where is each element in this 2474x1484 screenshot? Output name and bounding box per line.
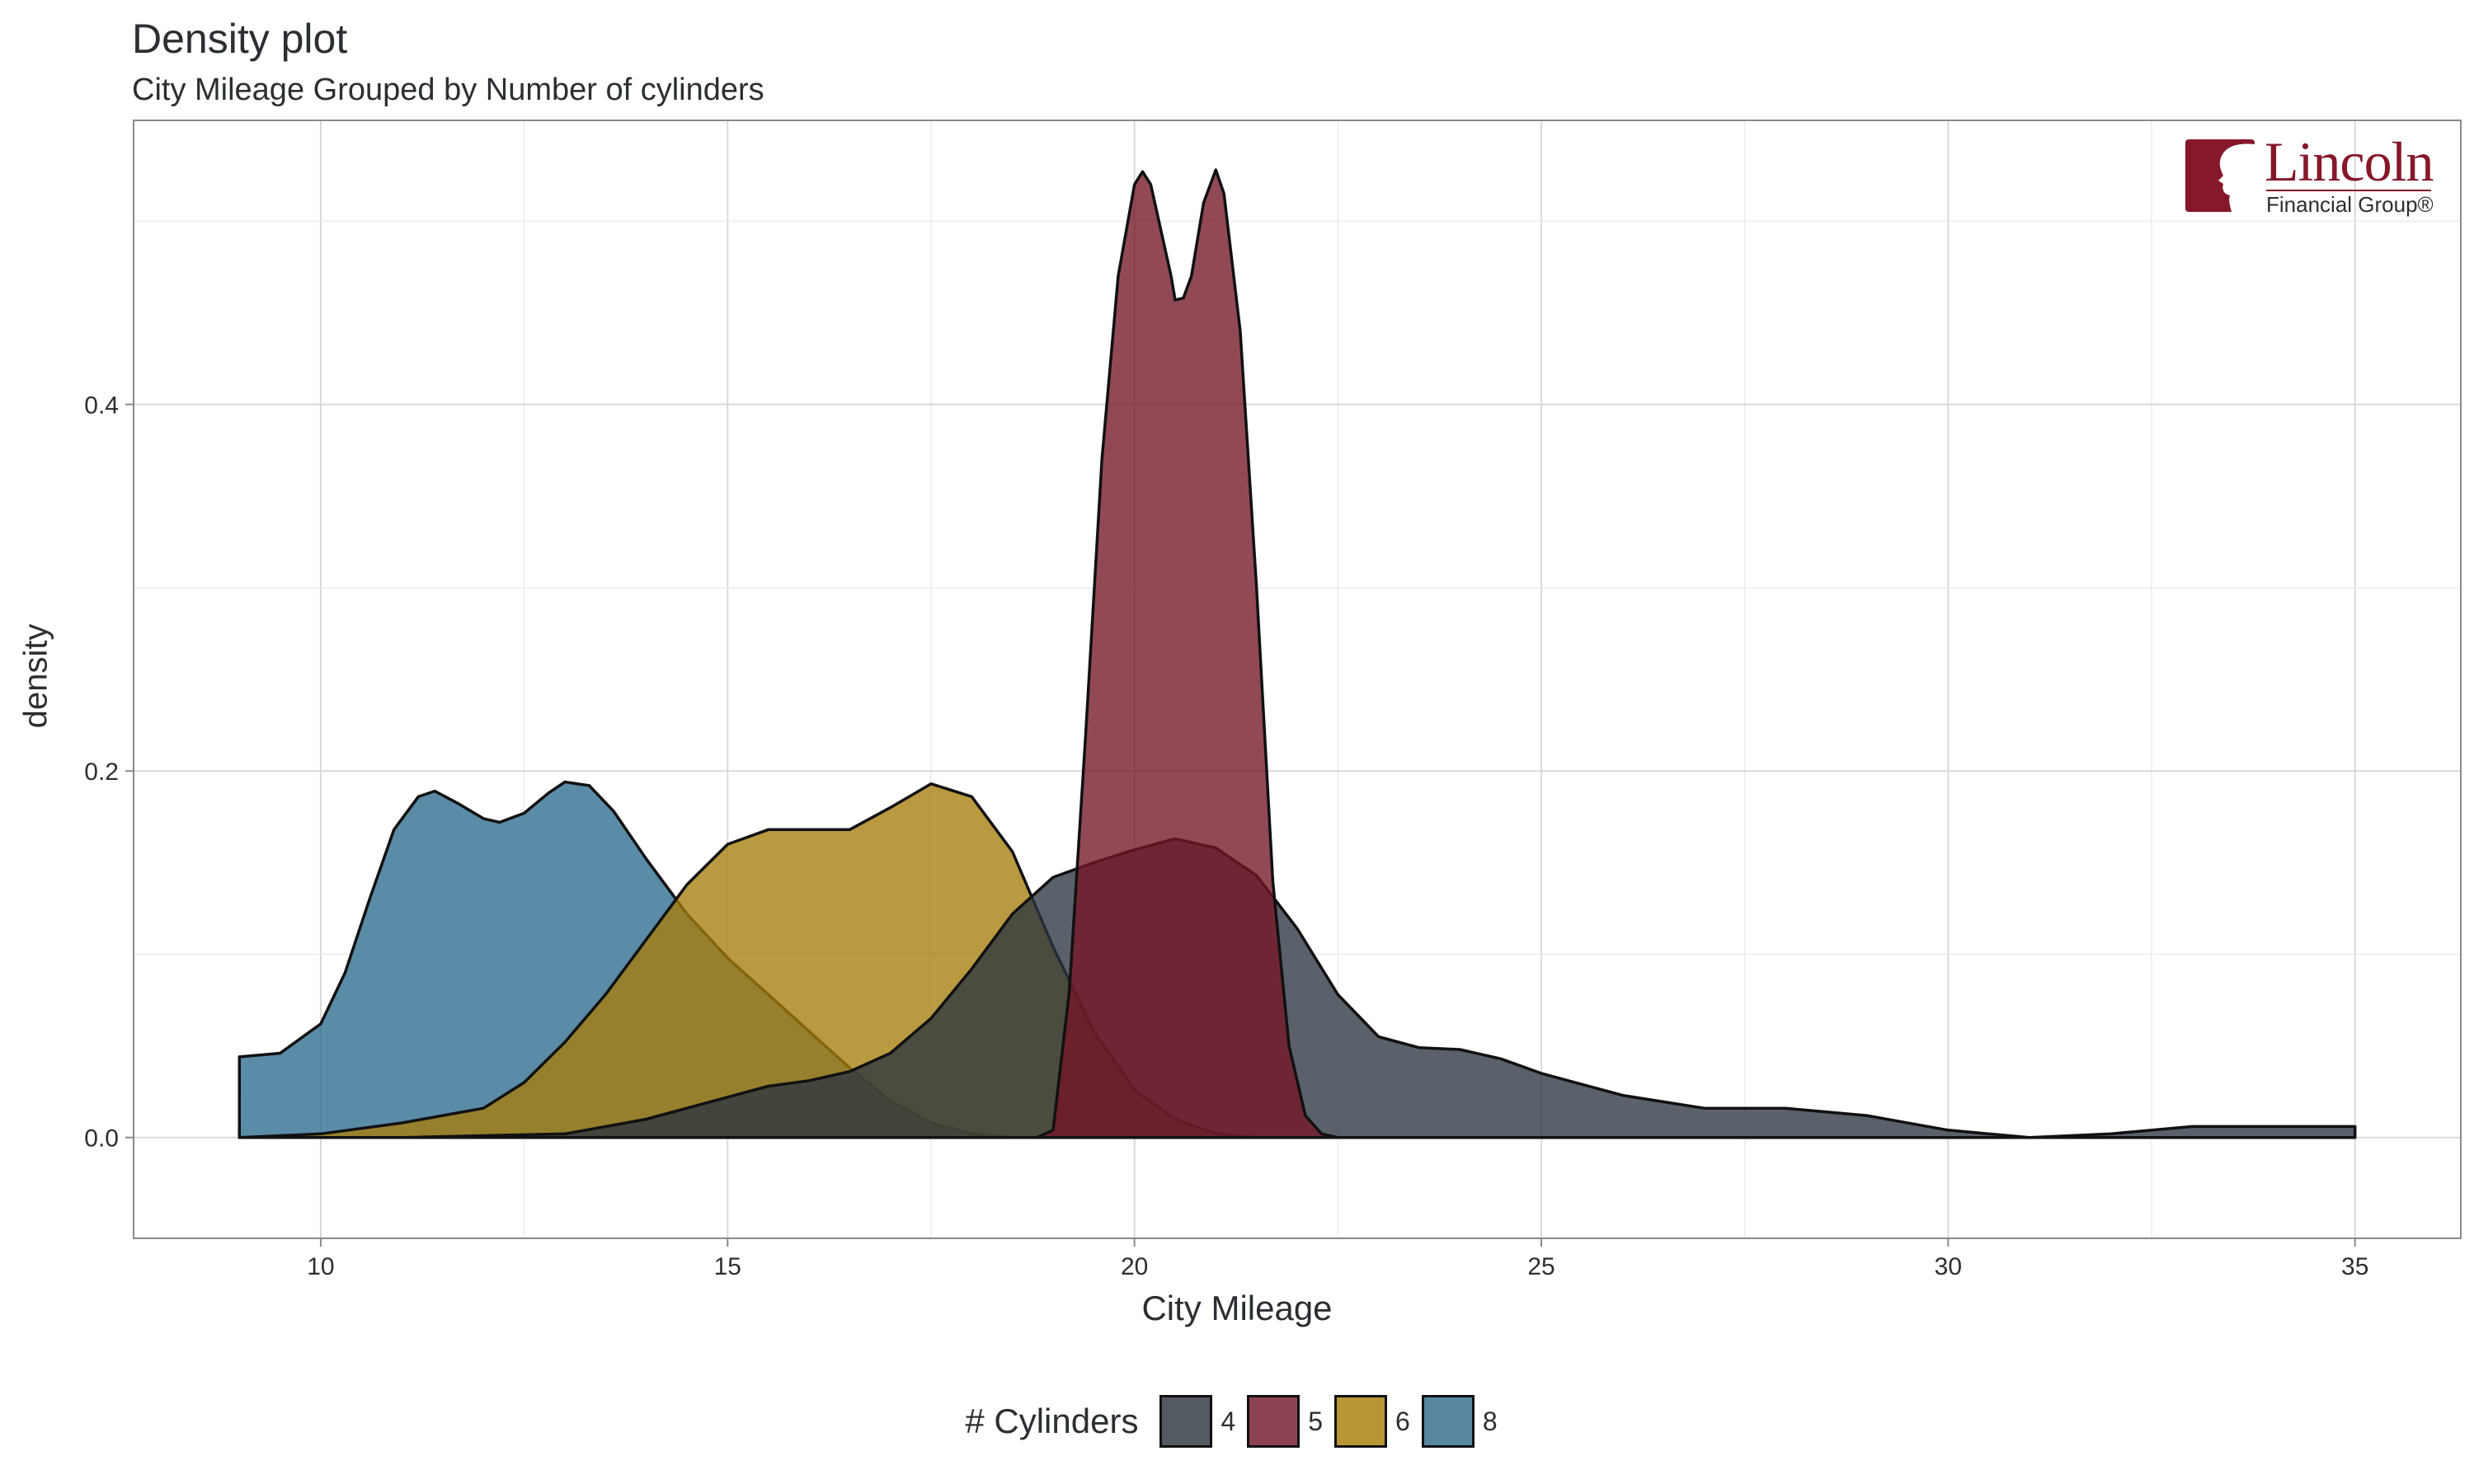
- axis-ticks: 10 15 20 25 30 35 0.0 0.2 0.4: [84, 392, 2368, 1280]
- x-tick-label: 20: [1121, 1253, 1148, 1280]
- legend-key-8: [1421, 1395, 1475, 1448]
- legend-label-6: 6: [1395, 1406, 1410, 1436]
- legend: # Cylinders 4 5 6 8: [0, 1392, 2474, 1451]
- y-axis-title: density: [17, 623, 54, 729]
- legend-item-4: 4: [1159, 1395, 1235, 1448]
- y-tick-label: 0.4: [84, 392, 119, 420]
- chart-subtitle: City Mileage Grouped by Number of cylind…: [132, 73, 764, 107]
- legend-item-8: 8: [1421, 1395, 1498, 1448]
- lincoln-logo: Lincoln Financial Group®: [2185, 130, 2441, 217]
- logo-wordmark: Lincoln: [2265, 130, 2434, 193]
- lincoln-profile-icon: [2185, 139, 2255, 212]
- x-axis-title: City Mileage: [1141, 1289, 1333, 1327]
- x-tick-label: 15: [714, 1253, 741, 1280]
- x-tick-label: 10: [307, 1253, 334, 1280]
- legend-item-6: 6: [1334, 1395, 1410, 1448]
- legend-key-4: [1159, 1395, 1213, 1448]
- legend-key-5: [1247, 1395, 1300, 1448]
- legend-label-4: 4: [1221, 1406, 1236, 1436]
- x-tick-label: 30: [1935, 1253, 1962, 1280]
- legend-item-5: 5: [1247, 1395, 1323, 1448]
- density-area-4: [238, 837, 2357, 1139]
- logo-subtext: Financial Group®: [2266, 192, 2434, 217]
- density-areas: [238, 168, 2357, 1139]
- chart-title: Density plot: [132, 16, 348, 62]
- logo-rule: [2266, 190, 2431, 191]
- legend-key-6: [1334, 1395, 1388, 1448]
- legend-label-8: 8: [1482, 1406, 1498, 1436]
- y-tick-label: 0.2: [84, 758, 119, 786]
- y-tick-label: 0.0: [84, 1125, 119, 1153]
- x-tick-label: 35: [2341, 1253, 2368, 1280]
- plot-panel-border: [133, 120, 2462, 1239]
- legend-label-5: 5: [1308, 1406, 1324, 1436]
- legend-title: # Cylinders: [965, 1402, 1139, 1440]
- x-tick-label: 25: [1527, 1253, 1554, 1280]
- density-area-5: [1035, 168, 1340, 1139]
